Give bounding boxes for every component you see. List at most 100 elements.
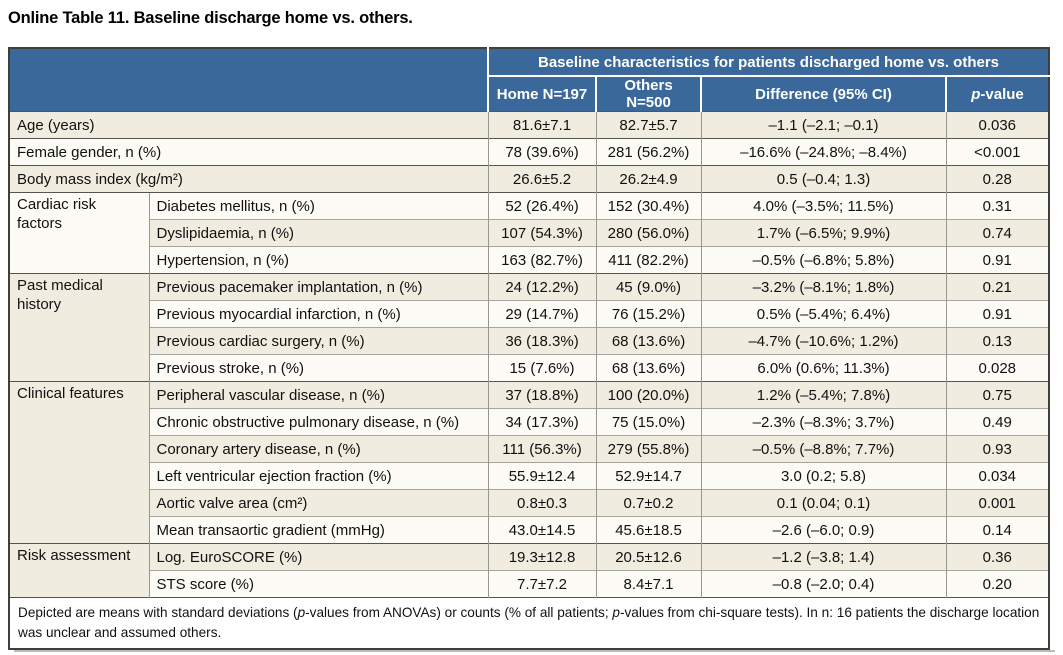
- table-row: Chronic obstructive pulmonary disease, n…: [9, 408, 1050, 436]
- cell-others: 280 (56.0%): [595, 219, 701, 247]
- table-row: Cardiac risk factors Diabetes mellitus, …: [8, 192, 1050, 274]
- table-header: Baseline characteristics for patients di…: [9, 48, 1050, 112]
- cell-p-value: <0.001: [945, 138, 1050, 166]
- cell-p-value: 0.001: [945, 489, 1050, 517]
- cell-home: 163 (82.7%): [487, 246, 596, 274]
- cell-difference: 4.0% (–3.5%; 11.5%): [700, 192, 946, 220]
- cell-difference: –1.1 (–2.1; –0.1): [700, 111, 946, 139]
- table-footnote-row: Depicted are means with standard deviati…: [8, 597, 1050, 650]
- cell-home: 29 (14.7%): [487, 300, 596, 328]
- cell-others: 45.6±18.5: [595, 516, 701, 544]
- cell-difference: –4.7% (–10.6%; 1.2%): [700, 327, 946, 355]
- row-label: Left ventricular ejection fraction (%): [148, 462, 488, 490]
- cell-home: 34 (17.3%): [487, 408, 596, 436]
- cell-home: 81.6±7.1: [487, 111, 596, 139]
- cell-difference: 1.2% (–5.4%; 7.8%): [700, 381, 946, 409]
- cell-p-value: 0.036: [945, 111, 1050, 139]
- cell-others: 75 (15.0%): [595, 408, 701, 436]
- cell-p-value: 0.91: [945, 246, 1050, 274]
- header-row-span: Baseline characteristics for patients di…: [9, 48, 1050, 112]
- cell-p-value: 0.75: [945, 381, 1050, 409]
- column-header-p-value: p-value: [944, 76, 1050, 112]
- baseline-table: Baseline characteristics for patients di…: [8, 47, 1051, 651]
- cell-difference: –0.5% (–8.8%; 7.7%): [700, 435, 946, 463]
- cell-others: 68 (13.6%): [595, 327, 701, 355]
- cell-difference: –0.8 (–2.0; 0.4): [700, 570, 946, 598]
- cell-others: 100 (20.0%): [595, 381, 701, 409]
- table-row: STS score (%) 7.7±7.2 8.4±7.1 –0.8 (–2.0…: [9, 570, 1050, 598]
- column-header-others: Others N=500: [595, 76, 701, 112]
- cell-home: 7.7±7.2: [487, 570, 596, 598]
- table-row: Past medical history Previous pacemaker …: [8, 273, 1050, 382]
- table-row: Clinical features Peripheral vascular di…: [8, 381, 1050, 544]
- table-row: Previous cardiac surgery, n (%) 36 (18.3…: [9, 327, 1050, 355]
- table-header-blank-cell: [9, 48, 488, 112]
- cell-p-value: 0.21: [945, 273, 1050, 301]
- cell-p-value: 0.20: [945, 570, 1050, 598]
- cell-home: 37 (18.8%): [487, 381, 596, 409]
- cell-home: 26.6±5.2: [487, 165, 596, 193]
- p-value-italic-p: p: [971, 85, 981, 103]
- cell-home: 55.9±12.4: [487, 462, 596, 490]
- row-label: Diabetes mellitus, n (%): [148, 192, 488, 220]
- cell-others: 411 (82.2%): [595, 246, 701, 274]
- row-label: Chronic obstructive pulmonary disease, n…: [148, 408, 488, 436]
- cell-p-value: 0.74: [945, 219, 1050, 247]
- group-label: Cardiac risk factors: [8, 192, 149, 274]
- cell-p-value: 0.91: [945, 300, 1050, 328]
- p-value-label-rest: -value: [980, 85, 1024, 103]
- table-row: Body mass index (kg/m²) 26.6±5.2 26.2±4.…: [8, 165, 1050, 193]
- cell-others: 152 (30.4%): [595, 192, 701, 220]
- cell-difference: 0.5% (–5.4%; 6.4%): [700, 300, 946, 328]
- cell-difference: 1.7% (–6.5%; 9.9%): [700, 219, 946, 247]
- cell-home: 15 (7.6%): [487, 354, 596, 382]
- cell-difference: –0.5% (–6.8%; 5.8%): [700, 246, 946, 274]
- cell-difference: –2.6 (–6.0; 0.9): [700, 516, 946, 544]
- row-label: Previous stroke, n (%): [148, 354, 488, 382]
- table-title: Online Table 11. Baseline discharge home…: [8, 9, 413, 27]
- cell-p-value: 0.49: [945, 408, 1050, 436]
- footnote-italic-p: p: [297, 605, 306, 620]
- table-row: Left ventricular ejection fraction (%) 5…: [9, 462, 1050, 490]
- table-row: Coronary artery disease, n (%) 111 (56.3…: [9, 435, 1050, 463]
- group-label: Clinical features: [8, 381, 149, 544]
- cell-p-value: 0.13: [945, 327, 1050, 355]
- footnote-text: -values from chi-square tests). In n: 16…: [18, 605, 1040, 640]
- table-row: Female gender, n (%) 78 (39.6%) 281 (56.…: [8, 138, 1050, 166]
- table-footnote: Depicted are means with standard deviati…: [8, 597, 1050, 650]
- cell-difference: –16.6% (–24.8%; –8.4%): [700, 138, 946, 166]
- cell-difference: 0.5 (–0.4; 1.3): [700, 165, 946, 193]
- table-row: Dyslipidaemia, n (%) 107 (54.3%) 280 (56…: [9, 219, 1050, 247]
- table-bottom-shadow: [14, 650, 1055, 652]
- footnote-text: Depicted are means with standard deviati…: [18, 605, 298, 620]
- cell-home: 111 (56.3%): [487, 435, 596, 463]
- cell-others: 279 (55.8%): [595, 435, 701, 463]
- cell-others: 8.4±7.1: [595, 570, 701, 598]
- cell-home: 36 (18.3%): [487, 327, 596, 355]
- cell-difference: 0.1 (0.04; 0.1): [700, 489, 946, 517]
- table-row: Age (years) 81.6±7.1 82.7±5.7 –1.1 (–2.1…: [8, 111, 1050, 139]
- cell-p-value: 0.31: [945, 192, 1050, 220]
- table-row: Risk assessment Log. EuroSCORE (%) 19.3±…: [8, 543, 1050, 598]
- cell-difference: –3.2% (–8.1%; 1.8%): [700, 273, 946, 301]
- cell-home: 107 (54.3%): [487, 219, 596, 247]
- table-row: Hypertension, n (%) 163 (82.7%) 411 (82.…: [9, 246, 1050, 274]
- row-label: Dyslipidaemia, n (%): [148, 219, 488, 247]
- cell-home: 78 (39.6%): [487, 138, 596, 166]
- cell-others: 82.7±5.7: [595, 111, 701, 139]
- row-label: Mean transaortic gradient (mmHg): [148, 516, 488, 544]
- cell-p-value: 0.034: [945, 462, 1050, 490]
- row-label: Age (years): [8, 111, 488, 139]
- row-label: Peripheral vascular disease, n (%): [148, 381, 488, 409]
- cell-home: 52 (26.4%): [487, 192, 596, 220]
- column-header-difference: Difference (95% CI): [700, 76, 946, 112]
- cell-difference: 3.0 (0.2; 5.8): [700, 462, 946, 490]
- row-label: Female gender, n (%): [8, 138, 488, 166]
- header-row-columns: Home N=197 Others N=500 Difference (95% …: [9, 76, 1050, 112]
- cell-home: 19.3±12.8: [487, 543, 596, 571]
- cell-difference: 6.0% (0.6%; 11.3%): [700, 354, 946, 382]
- cell-difference: –2.3% (–8.3%; 3.7%): [700, 408, 946, 436]
- cell-p-value: 0.28: [945, 165, 1050, 193]
- table-row: Previous myocardial infarction, n (%) 29…: [9, 300, 1050, 328]
